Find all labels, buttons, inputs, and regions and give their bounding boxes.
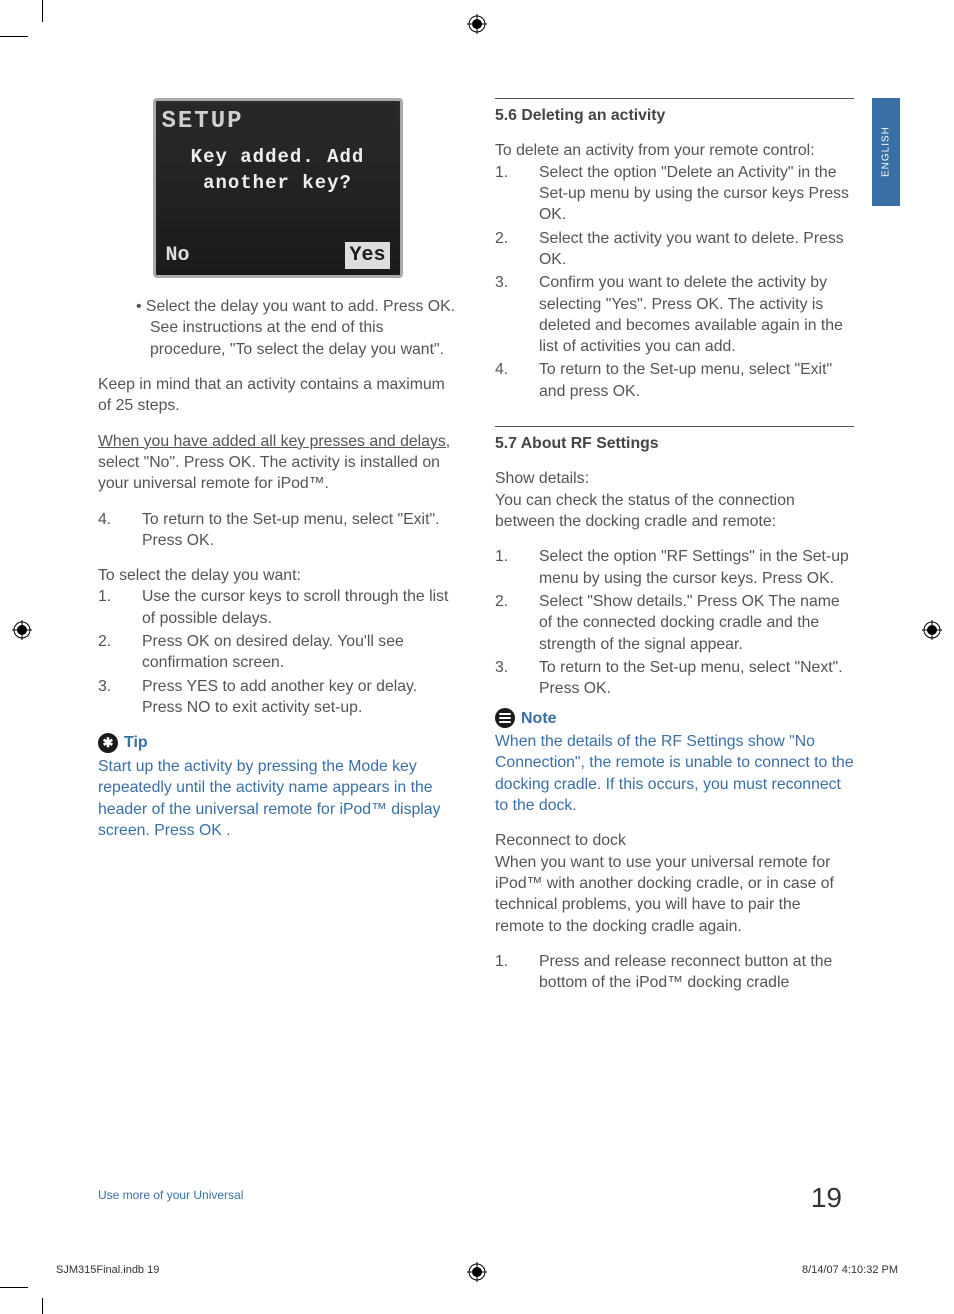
body-text: To delete an activity from your remote c… (495, 140, 854, 161)
ordered-list: 4.To return to the Set-up menu, select "… (98, 509, 457, 552)
body-text: When you have added all key presses and … (98, 431, 457, 495)
tip-label: Tip (124, 732, 148, 754)
list-item: 2.Select the activity you want to delete… (495, 228, 854, 271)
bullet-item: • Select the delay you want to add. Pres… (136, 296, 457, 360)
section-heading: 5.7 About RF Settings (495, 426, 854, 454)
tip-heading: ✱ Tip (98, 732, 457, 754)
body-text: select "No". Press OK. The activity is i… (98, 454, 440, 492)
registration-mark-icon (467, 1262, 487, 1282)
crop-mark (0, 1287, 28, 1288)
list-item: 1.Use the cursor keys to scroll through … (98, 586, 457, 629)
list-item: 1.Select the option "RF Settings" in the… (495, 546, 854, 589)
left-column: SETUP Key added. Add another key? No Yes… (98, 98, 457, 996)
lcd-screenshot: SETUP Key added. Add another key? No Yes (153, 98, 403, 278)
body-text: You can check the status of the connecti… (495, 490, 854, 533)
footer-breadcrumb: Use more of your Universal (98, 1188, 243, 1202)
right-column: 5.6 Deleting an activity To delete an ac… (495, 98, 854, 996)
list-item: 3.Press YES to add another key or delay.… (98, 676, 457, 719)
language-tab: ENGLISH (872, 98, 900, 206)
body-text: To select the delay you want: (98, 565, 457, 586)
note-heading: Note (495, 708, 854, 730)
list-item: 4.To return to the Set-up menu, select "… (98, 509, 457, 552)
ordered-list: 1.Select the option "Delete an Activity"… (495, 162, 854, 402)
body-text: Reconnect to dock (495, 830, 854, 851)
note-label: Note (521, 708, 557, 730)
body-text: Show details: (495, 468, 854, 489)
asterisk-icon: ✱ (98, 733, 118, 753)
lcd-title: SETUP (162, 108, 244, 135)
crop-mark (42, 0, 43, 22)
lcd-no-option: No (166, 242, 190, 269)
underline-text: When you have added all key presses and … (98, 433, 450, 450)
ordered-list: 1.Use the cursor keys to scroll through … (98, 586, 457, 718)
list-item: 3.To return to the Set-up menu, select "… (495, 657, 854, 700)
crop-mark (0, 36, 28, 37)
list-item: 2.Select "Show details." Press OK The na… (495, 591, 854, 655)
note-icon (495, 708, 515, 728)
lcd-yes-option: Yes (345, 242, 389, 269)
registration-mark-icon (467, 14, 487, 34)
registration-mark-icon (12, 620, 32, 640)
page-number: 19 (811, 1182, 842, 1214)
footer-filename: SJM315Final.indb 19 (56, 1264, 159, 1276)
body-text: Keep in mind that an activity contains a… (98, 374, 457, 417)
list-item: 3.Confirm you want to delete the activit… (495, 272, 854, 357)
ordered-list: 1.Select the option "RF Settings" in the… (495, 546, 854, 699)
section-heading: 5.6 Deleting an activity (495, 98, 854, 126)
list-item: 2.Press OK on desired delay. You'll see … (98, 631, 457, 674)
list-item: 1.Select the option "Delete an Activity"… (495, 162, 854, 226)
footer-timestamp: 8/14/07 4:10:32 PM (802, 1264, 898, 1276)
list-item: 4.To return to the Set-up menu, select "… (495, 359, 854, 402)
body-text: When you want to use your universal remo… (495, 852, 854, 937)
ordered-list: 1.Press and release reconnect button at … (495, 951, 854, 994)
crop-mark (42, 1298, 43, 1314)
lcd-line: another key? (164, 171, 392, 197)
page-body: SETUP Key added. Add another key? No Yes… (98, 98, 854, 996)
registration-mark-icon (922, 620, 942, 640)
list-item: 1.Press and release reconnect button at … (495, 951, 854, 994)
note-body: When the details of the RF Settings show… (495, 731, 854, 816)
lcd-line: Key added. Add (164, 145, 392, 171)
tip-body: Start up the activity by pressing the Mo… (98, 756, 457, 841)
